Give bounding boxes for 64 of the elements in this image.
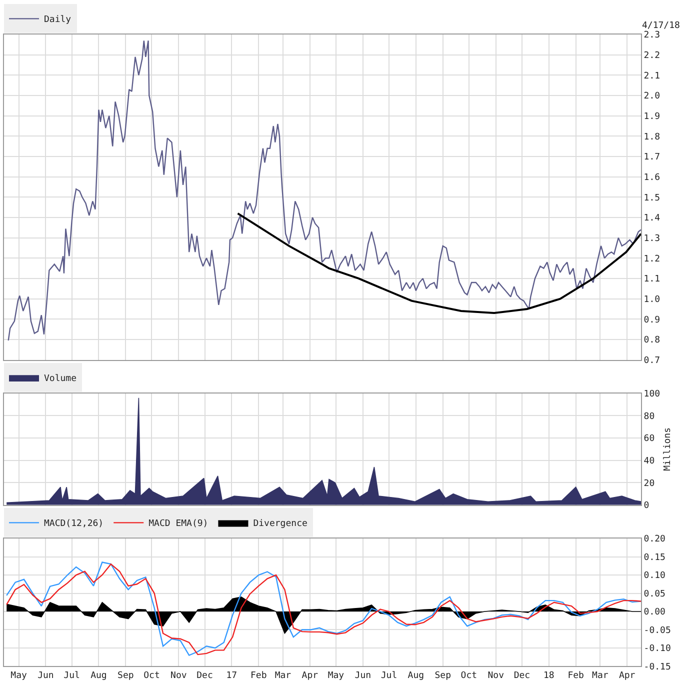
- x-tick-label: Aug: [408, 671, 424, 682]
- legend-label: Daily: [44, 15, 72, 26]
- x-tick-label: Jun: [38, 671, 54, 682]
- x-tick-label: Sep: [118, 671, 134, 682]
- x-tick-label: Nov: [488, 671, 504, 682]
- y-tick-label: 0.7: [644, 356, 660, 366]
- y-tick-label: 2.1: [644, 71, 660, 82]
- y-tick-label: 2.3: [644, 30, 660, 41]
- line-series: [236, 212, 641, 314]
- y-tick-label: 100: [644, 390, 660, 400]
- y-tick-label: 0.9: [644, 315, 660, 326]
- x-tick-label: 18: [543, 671, 554, 682]
- y-tick-label: 0.15: [644, 552, 666, 563]
- x-tick-label: Jul: [380, 671, 398, 682]
- y-axis-title: Millions: [662, 427, 673, 471]
- x-tick-label: Jun: [354, 671, 372, 682]
- legend-label: Divergence: [253, 519, 308, 530]
- y-tick-label: 2.0: [644, 92, 660, 102]
- x-tick-label: 17: [226, 671, 238, 682]
- x-tick-label: Dec: [196, 671, 213, 682]
- y-tick-label: 0: [644, 501, 650, 512]
- y-tick-label: 1.4: [644, 214, 660, 224]
- y-tick-label: 1.9: [644, 112, 660, 122]
- x-tick-label: Mar: [274, 671, 292, 682]
- x-tick-label: May: [328, 671, 345, 682]
- y-tick-label: 2.2: [644, 51, 660, 62]
- x-tick-label: Jul: [64, 671, 80, 682]
- y-tick-label: 80: [644, 412, 655, 422]
- y-tick-label: 1.3: [644, 234, 660, 244]
- line-series: [8, 40, 641, 342]
- y-tick-label: 1.8: [644, 132, 660, 142]
- y-tick-label: 1.1: [644, 274, 660, 285]
- legend-label: MACD EMA(9): [148, 519, 208, 530]
- y-tick-label: 0.00: [644, 608, 666, 618]
- x-tick-label: Sep: [434, 671, 451, 682]
- x-tick-label: Apr: [618, 671, 636, 682]
- x-tick-label: Apr: [302, 671, 319, 682]
- y-tick-label: 0.8: [644, 336, 660, 346]
- x-tick-label: Oct: [144, 671, 160, 682]
- legend-label: MACD(12,26): [44, 519, 104, 530]
- y-tick-label: 20: [644, 478, 655, 489]
- y-tick-label: 1.0: [644, 294, 660, 305]
- y-tick-label: 1.5: [644, 193, 660, 204]
- text: 4/17/18: [642, 21, 680, 31]
- y-tick-label: -0.15: [644, 662, 671, 672]
- y-tick-label: 0.10: [644, 571, 666, 582]
- y-tick-label: 40: [644, 456, 655, 466]
- y-tick-label: 0.05: [644, 589, 666, 600]
- x-tick-label: Aug: [90, 671, 107, 682]
- y-tick-label: -0.05: [644, 626, 671, 636]
- x-tick-label: Mar: [592, 671, 609, 682]
- x-tick-label: Feb: [568, 671, 584, 682]
- legend-label: Volume: [44, 374, 77, 384]
- x-tick-label: Oct: [460, 671, 478, 682]
- y-tick-label: 0.20: [644, 534, 666, 545]
- x-tick-label: Dec: [514, 671, 530, 682]
- y-tick-label: 60: [644, 434, 655, 444]
- x-tick-label: Nov: [170, 671, 187, 682]
- y-tick-label: 1.7: [644, 152, 660, 163]
- x-tick-label: May: [10, 671, 28, 682]
- y-tick-label: 1.2: [644, 254, 660, 264]
- y-tick-label: -0.10: [644, 644, 671, 654]
- y-tick-label: 1.6: [644, 172, 660, 183]
- x-tick-label: Feb: [250, 671, 267, 682]
